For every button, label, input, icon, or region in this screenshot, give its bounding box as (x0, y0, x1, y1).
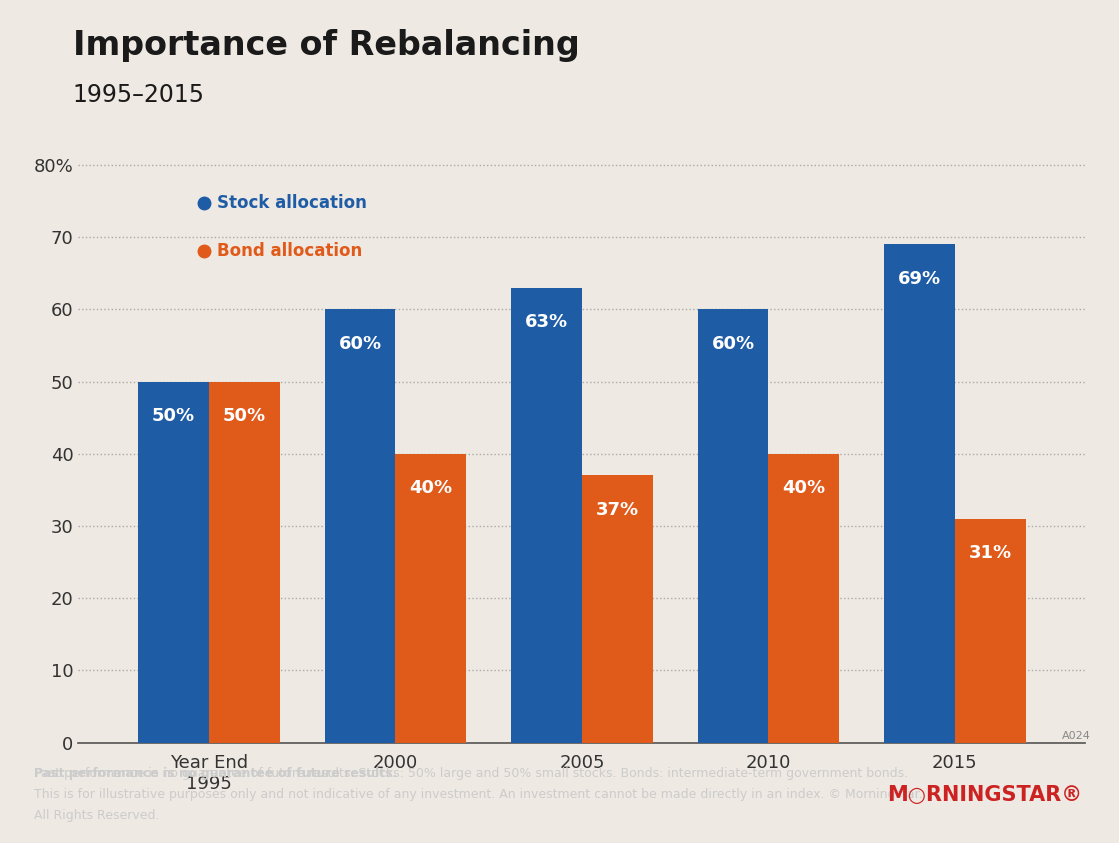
Bar (769, 454, 839, 743)
Bar (395, 454, 467, 743)
Bar (511, 287, 582, 743)
Bar (138, 382, 209, 743)
Bar (209, 382, 280, 743)
Text: M○RNINGSTAR®: M○RNINGSTAR® (887, 785, 1082, 804)
Text: A024: A024 (1062, 732, 1091, 741)
Text: 31%: 31% (969, 544, 1012, 562)
Text: Past performance is no guarantee of future results. Stocks: 50% large and 50% sm: Past performance is no guarantee of futu… (34, 767, 922, 823)
Bar (955, 518, 1026, 743)
Text: Past performance is no guarantee of future results. Stocks: 50% large and 50% sm: Past performance is no guarantee of futu… (34, 767, 922, 810)
Text: 60%: 60% (338, 335, 382, 352)
Text: 60%: 60% (712, 335, 754, 352)
Bar (325, 309, 395, 743)
Text: 37%: 37% (595, 501, 639, 518)
Text: Bond allocation: Bond allocation (217, 242, 363, 260)
Text: 69%: 69% (897, 270, 941, 287)
Text: Past performance is no guarantee of future results.: Past performance is no guarantee of futu… (34, 767, 397, 781)
Bar (697, 309, 769, 743)
Bar (582, 475, 652, 743)
Text: 50%: 50% (152, 407, 195, 425)
Text: Importance of Rebalancing: Importance of Rebalancing (73, 29, 580, 62)
Text: Stock allocation: Stock allocation (217, 194, 367, 212)
Text: 40%: 40% (410, 479, 452, 497)
Text: 40%: 40% (782, 479, 826, 497)
Bar (884, 244, 955, 743)
Text: 63%: 63% (525, 313, 568, 331)
Text: 50%: 50% (223, 407, 266, 425)
Text: 1995–2015: 1995–2015 (73, 83, 205, 107)
